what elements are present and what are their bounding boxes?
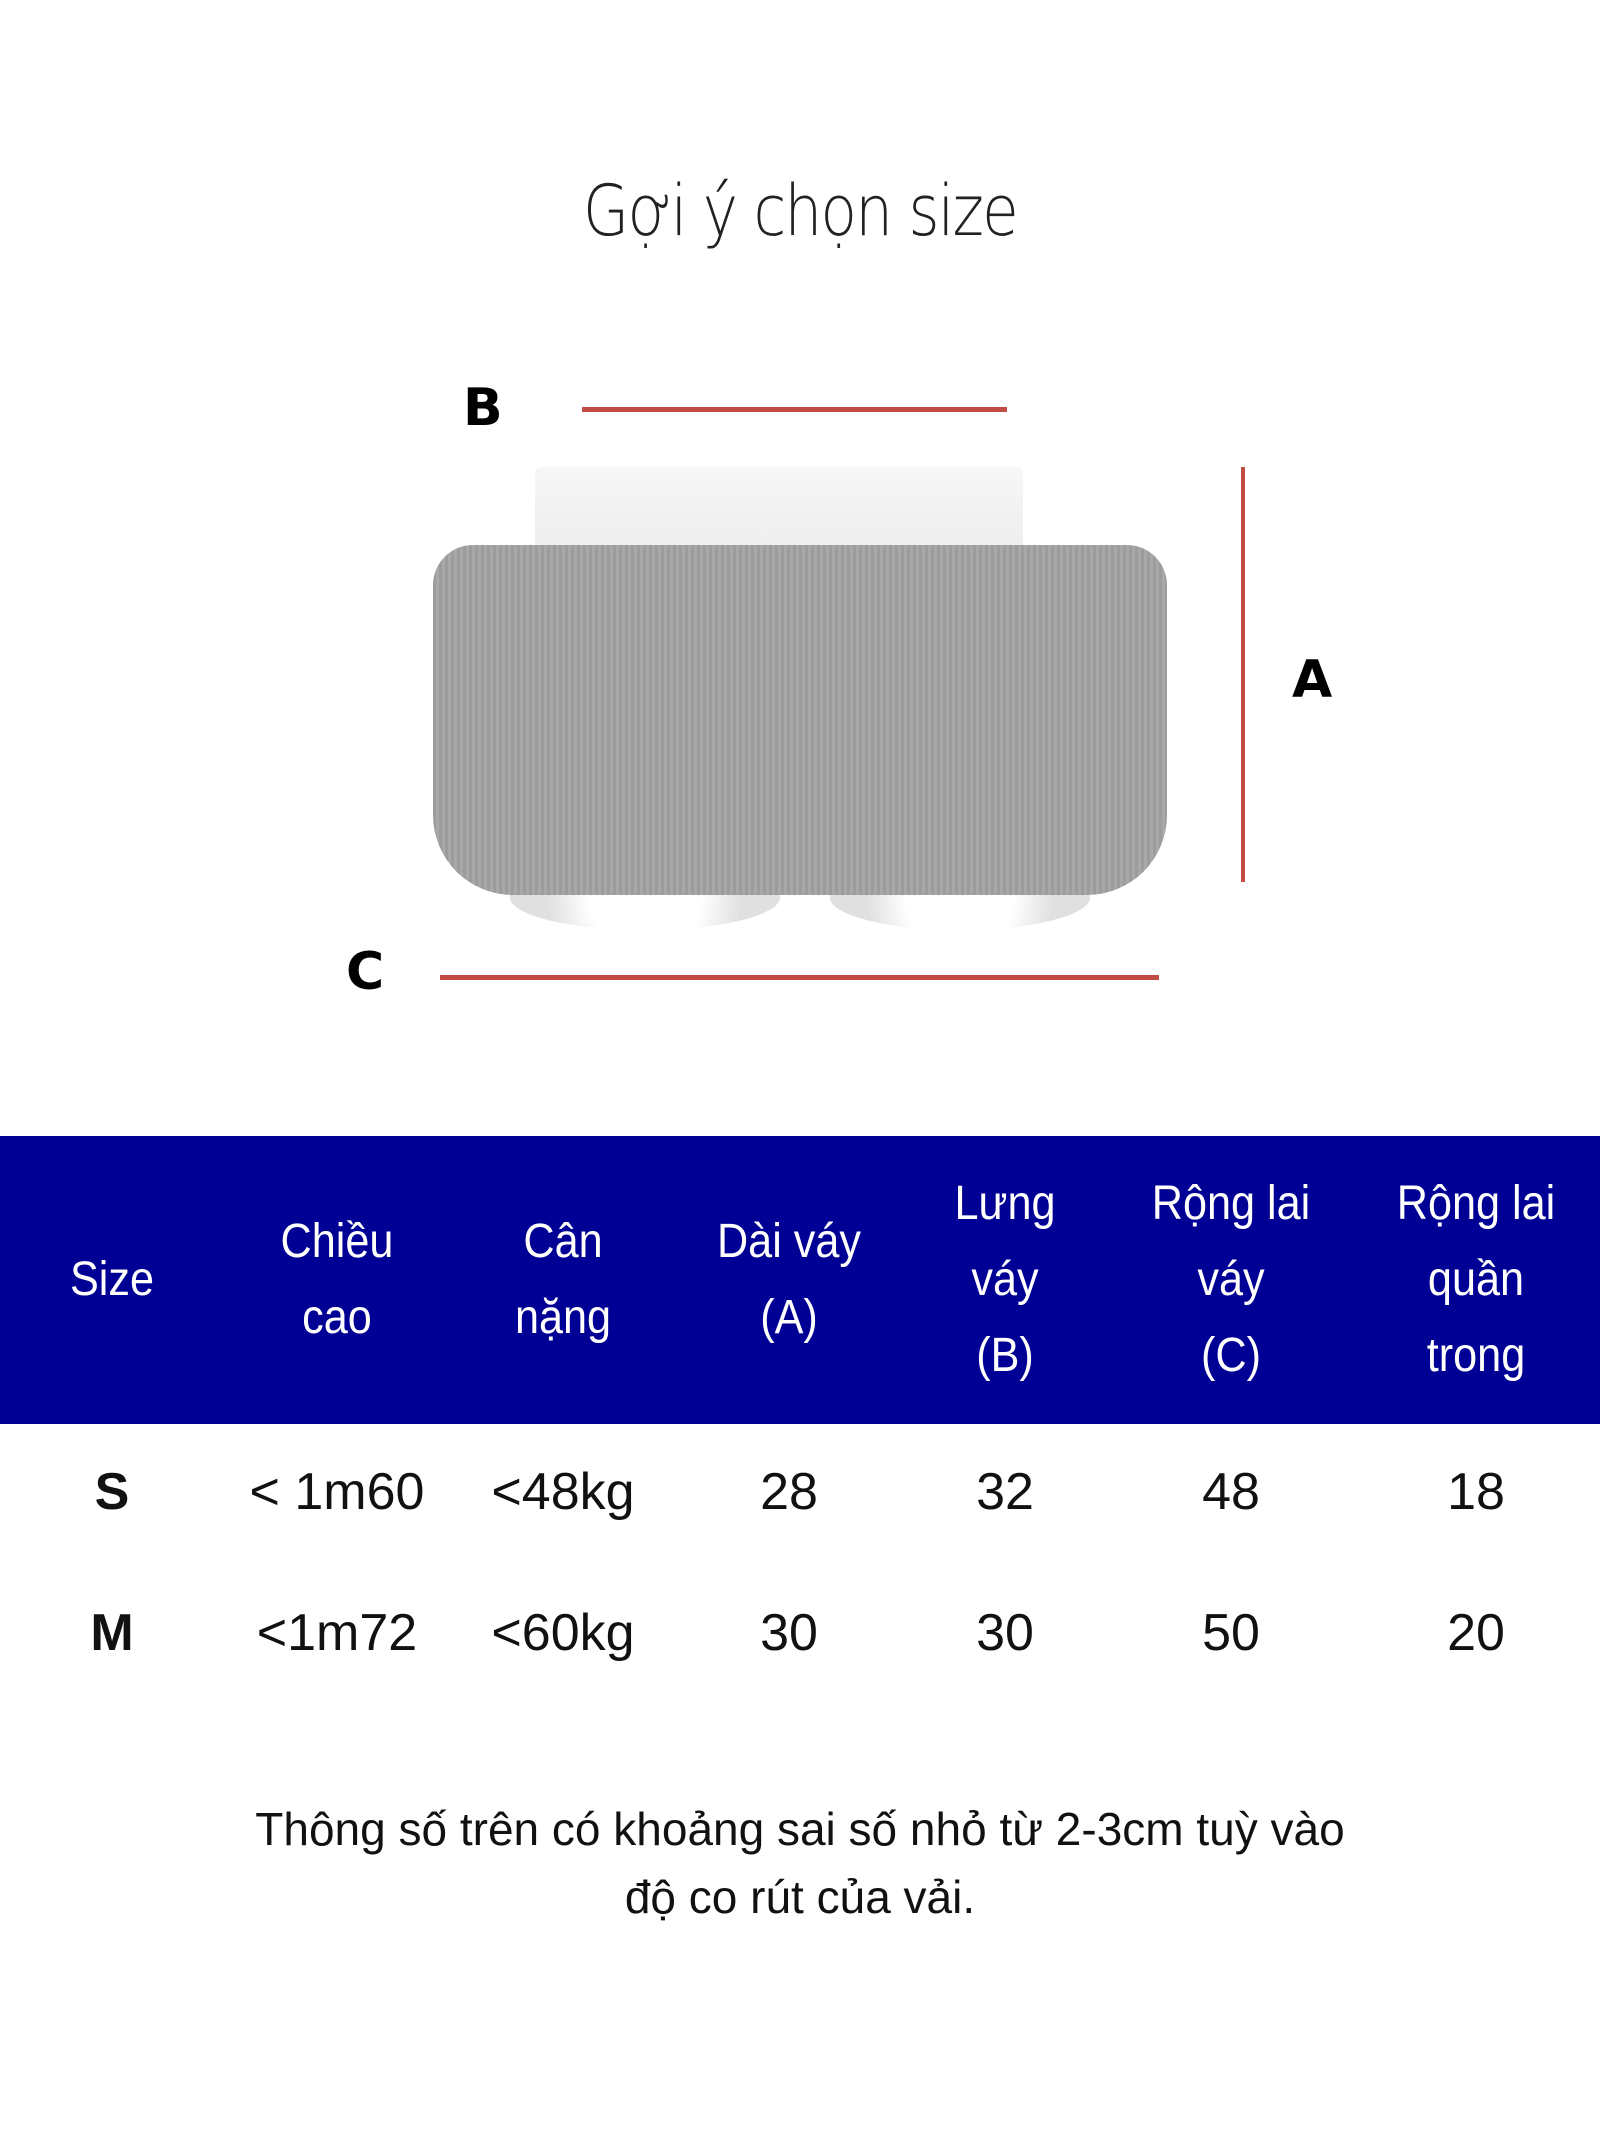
skirt-image (433, 545, 1167, 895)
label-c: C (346, 942, 385, 1002)
cell-weight: <48kg (491, 1463, 635, 1521)
cell-hem-c: 48 (1202, 1463, 1260, 1521)
cell-waist-b: 32 (976, 1463, 1034, 1521)
cell-inner-hem: 18 (1447, 1463, 1505, 1521)
cell-length-a: 28 (760, 1463, 818, 1521)
cell-weight: <60kg (491, 1604, 635, 1662)
cell-height: <1m72 (256, 1604, 418, 1662)
header-height: Chiều cao (280, 1215, 394, 1344)
header-size: Size (69, 1253, 155, 1306)
header-hem-c: Rộng lai váy (C) (1151, 1177, 1311, 1382)
header-weight: Cân nặng (514, 1215, 612, 1344)
cell-hem-c: 50 (1202, 1604, 1260, 1662)
note-line-1: Thông số trên có khoảng sai số nhỏ từ 2-… (255, 1803, 1345, 1855)
page-title: Gợi ý chọn size (582, 170, 1019, 252)
cell-height: < 1m60 (249, 1463, 425, 1521)
table-row: S < 1m60 <48kg 28 32 48 18 (0, 1442, 1600, 1542)
cell-length-a: 30 (760, 1604, 818, 1662)
size-table-header: Size Chiều cao Cân nặng Dài váy (A) Lưng… (0, 1136, 1600, 1424)
header-length-a: Dài váy (A) (716, 1215, 862, 1344)
header-inner-shorts-hem: Rộng lai quần trong (1396, 1177, 1556, 1382)
table-row: M <1m72 <60kg 30 30 50 20 (0, 1583, 1600, 1683)
cell-size: M (90, 1604, 134, 1662)
label-b: B (463, 378, 503, 438)
label-a: A (1292, 650, 1333, 710)
header-waist-b: Lưng váy (B) (954, 1177, 1056, 1382)
note-line-2: độ co rút của vải. (624, 1871, 976, 1923)
measure-line-c (440, 975, 1159, 980)
tolerance-note: Thông số trên có khoảng sai số nhỏ từ 2-… (0, 1795, 1600, 1931)
cell-inner-hem: 20 (1447, 1604, 1505, 1662)
cell-waist-b: 30 (976, 1604, 1034, 1662)
measure-line-b (582, 407, 1007, 412)
cell-size: S (94, 1463, 130, 1521)
measure-line-a (1241, 467, 1245, 882)
